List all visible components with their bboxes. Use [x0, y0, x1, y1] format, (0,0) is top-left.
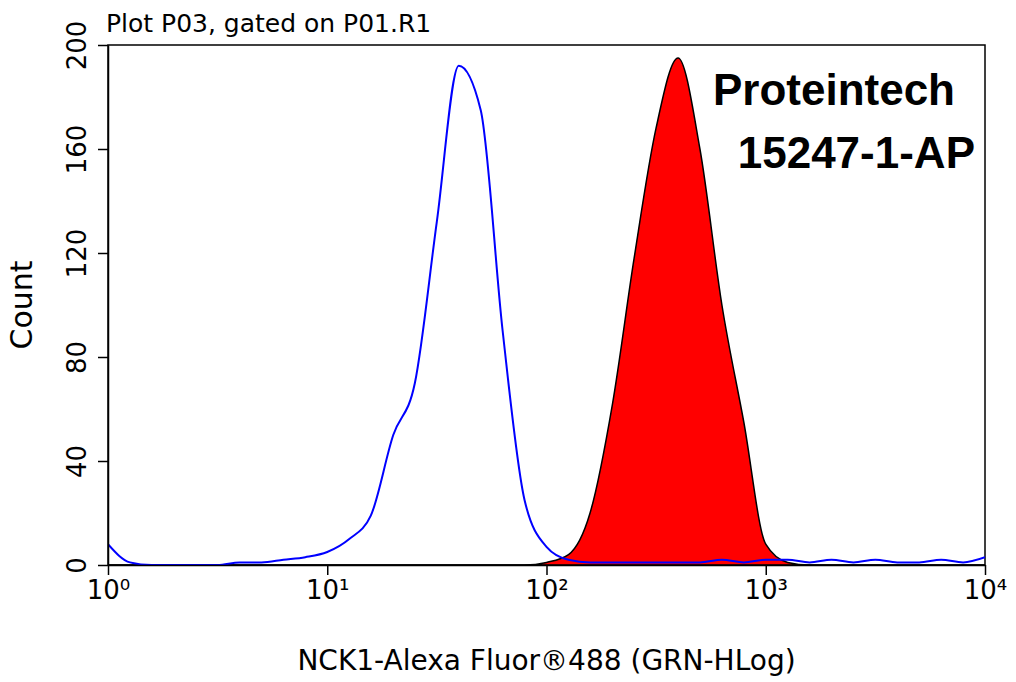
y-axis-line	[108, 46, 110, 566]
y-tick-mark	[98, 253, 108, 255]
y-tick: 0	[62, 557, 108, 574]
x-tick: 10²	[525, 565, 569, 605]
y-tick-label: 160	[62, 125, 92, 175]
y-axis: 0 40 80 120 160 200	[62, 21, 109, 574]
y-tick: 40	[62, 445, 108, 478]
y-tick-label: 120	[62, 229, 92, 279]
histogram-line	[108, 66, 985, 565]
y-tick-mark	[98, 357, 108, 359]
annotation: Proteintech	[713, 65, 955, 114]
y-tick-label: 40	[62, 445, 92, 478]
x-tick-mark	[108, 565, 110, 575]
x-tick-label: 10¹	[306, 575, 350, 605]
y-tick-mark	[98, 461, 108, 463]
x-tick: 10⁰	[87, 565, 131, 605]
y-tick: 160	[62, 125, 108, 175]
y-tick-mark	[98, 45, 108, 47]
y-tick-mark	[98, 149, 108, 151]
x-tick-mark	[985, 565, 987, 575]
x-tick: 10³	[744, 565, 788, 605]
y-tick: 120	[62, 229, 108, 279]
x-axis: 10⁰ 10¹ 10² 10³ 10⁴	[87, 565, 1008, 605]
histogram-area	[108, 58, 985, 565]
x-tick-label: 10⁴	[964, 575, 1008, 605]
x-tick-label: 10⁰	[87, 575, 131, 605]
x-tick: 10¹	[306, 565, 350, 605]
x-tick-label: 10²	[525, 575, 569, 605]
x-tick: 10⁴	[964, 565, 1008, 605]
plot-frame	[108, 45, 985, 565]
annotation: 15247-1-AP	[738, 128, 975, 177]
x-tick-mark	[327, 565, 329, 575]
x-tick-mark	[766, 565, 768, 575]
plot-area	[108, 58, 985, 565]
y-tick-label: 0	[62, 557, 92, 574]
y-tick-label: 80	[62, 341, 92, 374]
y-axis-label: Count	[4, 260, 39, 349]
chart: 10⁰ 10¹ 10² 10³ 10⁴ 0 40 80 120 160 200 Plot P03, g…	[0, 0, 1016, 682]
y-tick: 80	[62, 341, 108, 374]
y-tick: 200	[62, 21, 108, 71]
x-axis-label: NCK1-Alexa Fluor®488 (GRN-HLog)	[297, 644, 795, 677]
y-tick-mark	[98, 565, 108, 567]
title: Plot P03, gated on P01.R1	[106, 9, 431, 38]
x-tick-label: 10³	[744, 575, 788, 605]
x-tick-mark	[546, 565, 548, 575]
y-tick-label: 200	[62, 21, 92, 71]
